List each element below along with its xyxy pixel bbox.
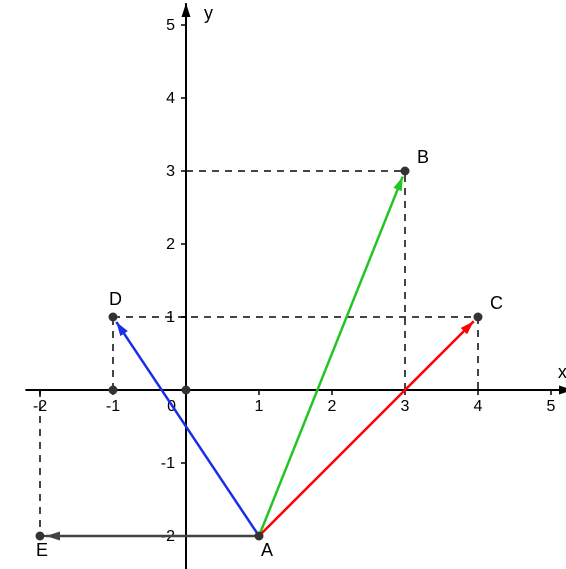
vector-AD — [116, 322, 259, 536]
x-tick-label: 5 — [547, 398, 556, 415]
point-C — [474, 313, 483, 322]
x-tick-label: 2 — [328, 398, 337, 415]
vector-AC — [259, 321, 474, 536]
point-label-B: B — [417, 147, 429, 167]
x-tick-label: 4 — [474, 398, 483, 415]
x-tick-label: -2 — [33, 398, 47, 415]
point-label-E: E — [36, 540, 48, 560]
point-label-D: D — [109, 289, 122, 309]
y-axis-label: y — [204, 3, 213, 23]
point-O — [182, 386, 191, 395]
x-axis-label: x — [558, 362, 566, 382]
y-tick-label: -1 — [161, 455, 175, 472]
y-tick-label: 5 — [166, 17, 175, 34]
point-m1 — [109, 386, 118, 395]
point-D — [109, 313, 118, 322]
point-label-A: A — [261, 540, 273, 560]
y-tick-label: 1 — [166, 309, 175, 326]
y-tick-label: 4 — [166, 90, 175, 107]
point-B — [401, 167, 410, 176]
y-tick-label: 2 — [166, 236, 175, 253]
x-tick-label: 1 — [255, 398, 264, 415]
x-tick-label: -1 — [106, 398, 120, 415]
vector-AB — [259, 177, 403, 536]
x-tick-label: 3 — [401, 398, 410, 415]
y-tick-label: 3 — [166, 163, 175, 180]
point-label-C: C — [490, 293, 503, 313]
vector-coordinate-chart: -2-1012345-2-112345xyABCDE — [0, 0, 566, 569]
